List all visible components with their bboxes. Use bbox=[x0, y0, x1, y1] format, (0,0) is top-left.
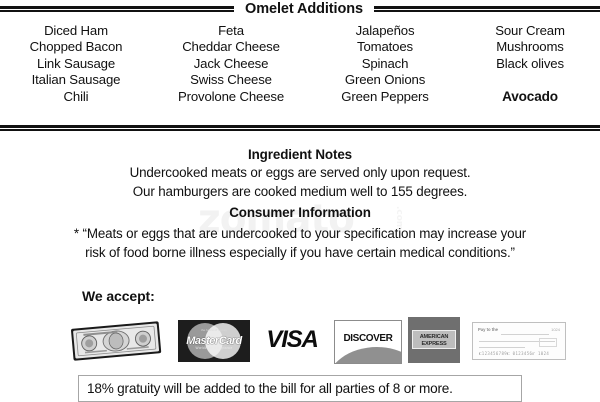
visa-wordmark: VISA bbox=[266, 326, 318, 353]
check-number: 1024 bbox=[551, 327, 560, 332]
additions-column-2: Feta Cheddar Cheese Jack Cheese Swiss Ch… bbox=[152, 23, 310, 105]
discover-wordmark: DISCOVER bbox=[343, 333, 393, 344]
section-divider-thick bbox=[0, 125, 600, 128]
header-rule-right-thin bbox=[374, 10, 600, 12]
we-accept-label: We accept: bbox=[82, 288, 155, 304]
list-item: Feta bbox=[218, 23, 244, 38]
cash-icon bbox=[62, 316, 170, 364]
list-item: Mushrooms bbox=[496, 39, 564, 55]
list-item: Spinach bbox=[361, 55, 409, 71]
ingredient-notes-line-2: Our hamburgers are cooked medium well to… bbox=[132, 183, 468, 199]
list-item: Chopped Bacon bbox=[29, 39, 123, 55]
additions-column-3: Jalapeños Tomatoes Spinach Green Onions … bbox=[310, 23, 460, 105]
american-express-icon: AMERICAN EXPRESS bbox=[408, 317, 460, 363]
header-rule-left-thin bbox=[0, 10, 234, 12]
consumer-information-block: Consumer Information * “Meats or eggs th… bbox=[0, 204, 600, 262]
additions-column-1: Diced Ham Chopped Bacon Link Sausage Ita… bbox=[0, 23, 152, 105]
list-item: Green Onions bbox=[344, 72, 426, 88]
list-item: Jalapeños bbox=[355, 23, 415, 38]
section-divider-thin bbox=[0, 129, 600, 131]
header-rule-right-thick bbox=[374, 6, 600, 9]
gratuity-notice-box: 18% gratuity will be added to the bill f… bbox=[78, 375, 522, 402]
consumer-information-line-2: risk of food borne illness especially if… bbox=[85, 244, 515, 260]
mastercard-icon: the future of money MasterCard WorldWide… bbox=[178, 320, 250, 362]
check-rule-line bbox=[479, 347, 525, 348]
section-title-omelet-additions: Omelet Additions bbox=[245, 1, 363, 17]
personal-check-icon: Pay to the 1024 ⑆123456789⑆ 0123456⑈ 102… bbox=[472, 322, 566, 360]
payment-methods-row: the future of money MasterCard WorldWide… bbox=[62, 316, 566, 364]
header-rule-right bbox=[374, 6, 600, 12]
discover-icon: DISCOVER bbox=[334, 320, 402, 364]
amex-wordmark-line-2: EXPRESS bbox=[421, 341, 447, 347]
amex-inner-box: AMERICAN EXPRESS bbox=[412, 330, 456, 349]
check-rule-line bbox=[479, 341, 555, 342]
amex-wordmark-line-1: AMERICAN bbox=[419, 334, 449, 340]
ingredient-notes-block: Ingredient Notes Undercooked meats or eg… bbox=[0, 146, 600, 201]
header-rule-left-thick bbox=[0, 6, 234, 9]
list-item: Cheddar Cheese bbox=[182, 39, 280, 55]
list-item: Green Peppers bbox=[341, 88, 429, 104]
list-item: Swiss Cheese bbox=[190, 72, 272, 88]
gratuity-notice-text: 18% gratuity will be added to the bill f… bbox=[87, 381, 453, 396]
ingredient-notes-heading: Ingredient Notes bbox=[247, 147, 353, 162]
mastercard-circle-right bbox=[205, 323, 241, 359]
mastercard-top-text: the future of money bbox=[201, 328, 227, 332]
list-item: Link Sausage bbox=[36, 55, 116, 71]
list-item: Jack Cheese bbox=[193, 55, 269, 71]
consumer-information-line-1: * “Meats or eggs that are undercooked to… bbox=[73, 226, 527, 241]
list-item: Chili bbox=[63, 88, 89, 104]
mastercard-wordmark: MasterCard bbox=[186, 335, 242, 347]
check-payee-label: Pay to the bbox=[478, 327, 499, 332]
additions-column-4: Sour Cream Mushrooms Black olives Avocad… bbox=[460, 23, 600, 105]
discover-swoosh bbox=[335, 347, 401, 363]
list-item: Tomatoes bbox=[357, 39, 413, 55]
section-divider-rule bbox=[0, 125, 600, 131]
check-rule-line bbox=[501, 334, 549, 335]
mastercard-sub-text: WorldWide Acceptance bbox=[195, 346, 233, 350]
check-micr-line: ⑆123456789⑆ 0123456⑈ 1024 bbox=[479, 351, 550, 356]
list-item-avocado: Avocado bbox=[502, 88, 558, 104]
visa-icon: VISA bbox=[258, 325, 326, 355]
list-item: Provolone Cheese bbox=[177, 88, 285, 104]
check-amount-box bbox=[539, 338, 557, 347]
consumer-information-heading: Consumer Information bbox=[229, 205, 371, 220]
list-item: Sour Cream bbox=[495, 23, 565, 38]
ingredient-notes-line-1: Undercooked meats or eggs are served onl… bbox=[129, 165, 471, 180]
list-item: Diced Ham bbox=[44, 23, 108, 38]
list-item: Italian Sausage bbox=[31, 72, 121, 88]
mastercard-circles bbox=[187, 323, 241, 359]
list-item: Black olives bbox=[496, 55, 564, 71]
omelet-additions-columns: Diced Ham Chopped Bacon Link Sausage Ita… bbox=[0, 23, 600, 105]
header-rule-left bbox=[0, 6, 234, 12]
